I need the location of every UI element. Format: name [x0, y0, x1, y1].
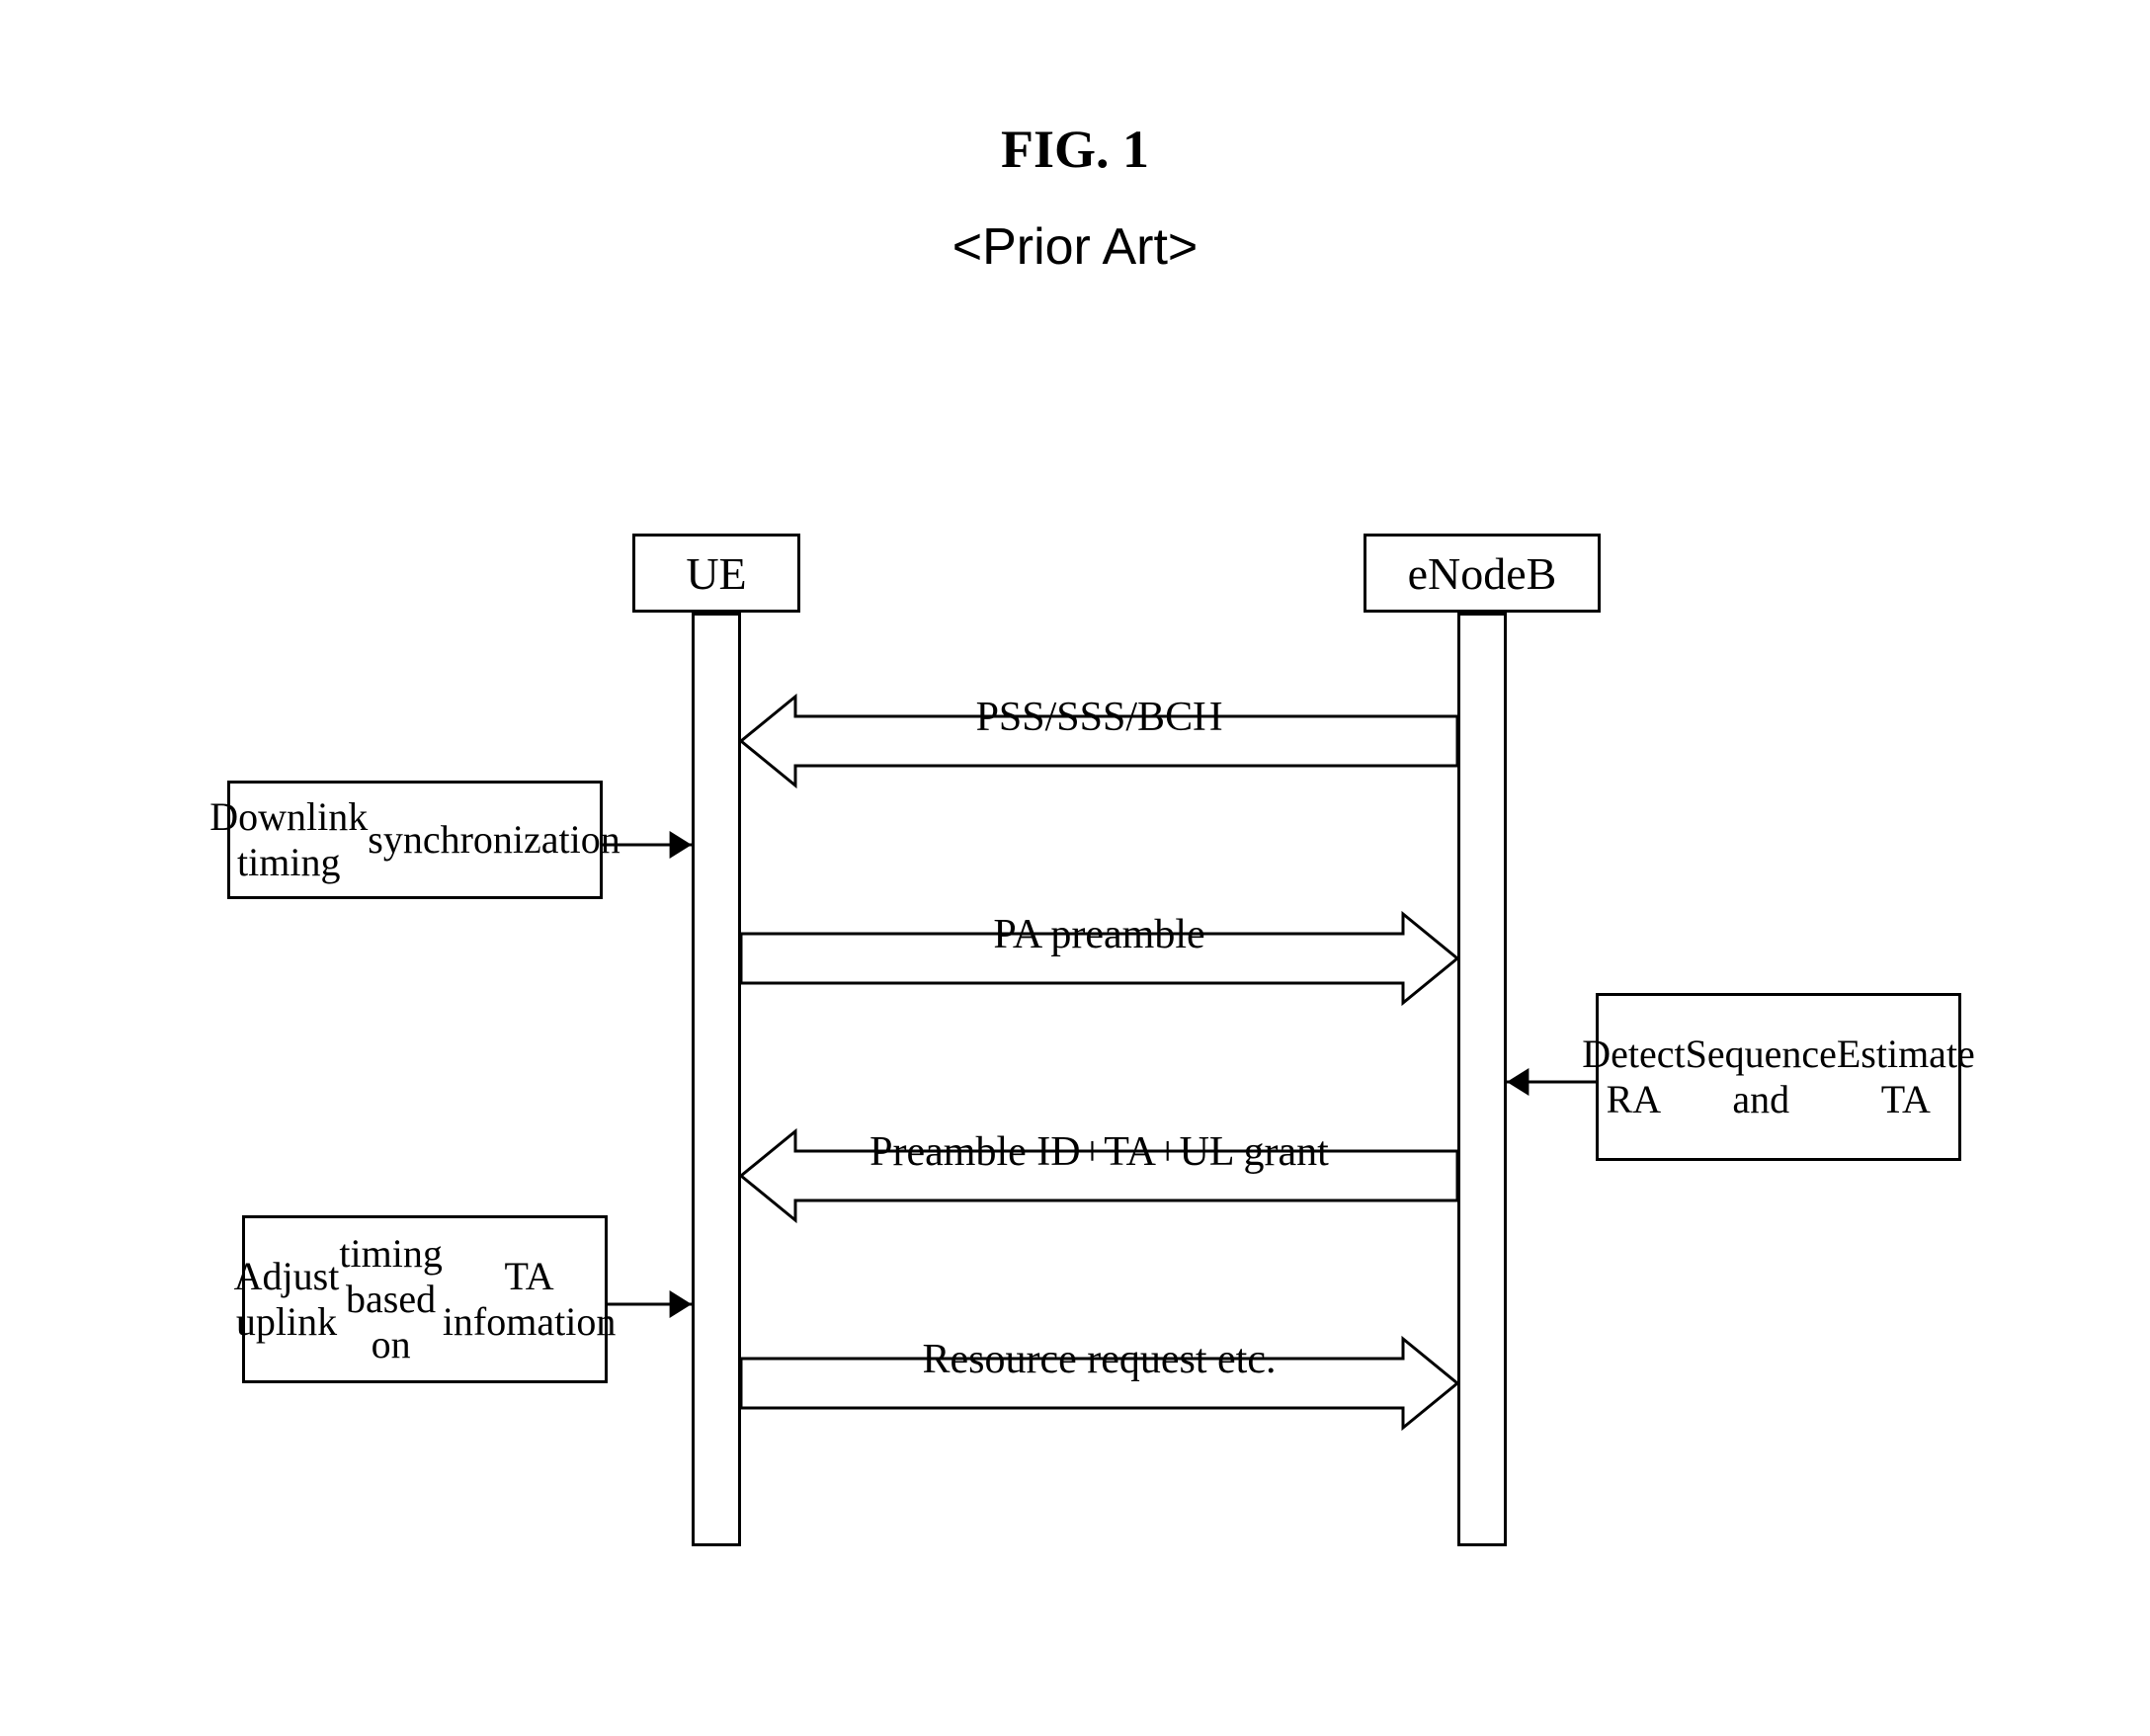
actor-ue-label: UE	[686, 547, 746, 600]
note-connector-head	[1507, 1068, 1529, 1096]
msg-label-2: PA preamble	[803, 911, 1396, 958]
note-detect-ra: Detect RASequence andEstimate TA	[1596, 993, 1961, 1161]
actor-enb-label: eNodeB	[1408, 547, 1557, 600]
diagram-canvas: FIG. 1 <Prior Art> UE eNodeB PSS/SSS/BCH…	[0, 0, 2150, 1736]
msg-label-4: Resource request etc.	[803, 1336, 1396, 1383]
note-connector-head	[670, 831, 692, 859]
msg-label-3: Preamble ID+TA+UL grant	[803, 1128, 1396, 1176]
actor-ue: UE	[632, 534, 800, 613]
actor-enb: eNodeB	[1364, 534, 1601, 613]
note-downlink-sync: Downlink timingsynchronization	[227, 781, 603, 899]
msg-label-1: PSS/SSS/BCH	[803, 694, 1396, 741]
note-adjust-uplink: Adjust uplinktiming based onTA infomatio…	[242, 1215, 608, 1383]
note-connector-head	[670, 1290, 692, 1318]
